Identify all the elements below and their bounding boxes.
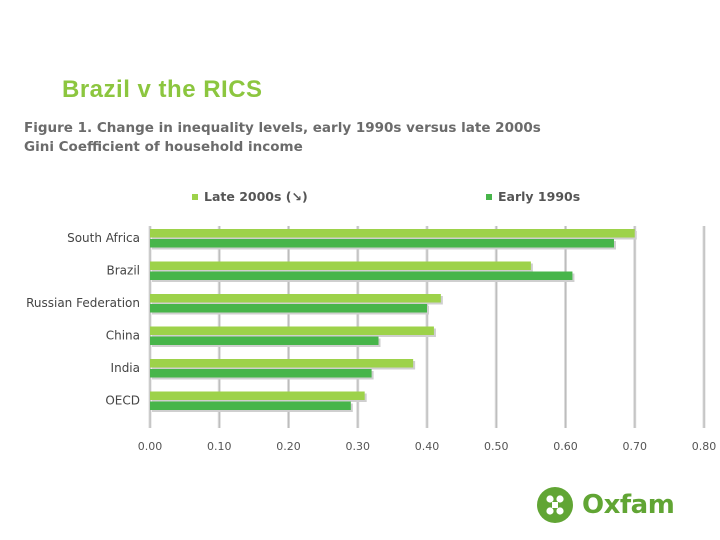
bar-early-1990s [150,336,379,345]
bar-early-1990s [150,369,372,378]
category-label: Brazil [107,264,141,278]
category-label: India [111,361,140,375]
bar-early-1990s [150,401,351,410]
gini-bar-chart: South Africa Brazil Russian Federation Chin… [26,189,717,453]
slide-title: Brazil v the RICS [62,76,263,103]
bar-late-2000s [150,359,414,368]
bar-early-1990s [150,239,614,248]
gridline [495,226,497,428]
category-label: Russian Federation [26,296,140,310]
x-tick-label: 0.60 [553,440,578,453]
x-tick-label: 0.00 [138,440,163,453]
x-tick-label: 0.70 [623,440,648,453]
legend-swatch [486,194,492,200]
bar-early-1990s [150,304,427,313]
x-tick-label: 0.80 [692,440,717,453]
legend-swatch [192,194,198,200]
bar-late-2000s [150,294,441,303]
x-tick-label: 0.40 [415,440,440,453]
legend-label: Late 2000s (↘) [204,189,308,204]
bar-late-2000s [150,391,365,400]
bar-late-2000s [150,261,531,270]
gridline [703,226,705,428]
oxfam-wordmark: Oxfam [582,490,675,520]
figure-subtitle: Gini Coefficient of household income [24,139,303,155]
x-tick-label: 0.50 [484,440,509,453]
x-tick-label: 0.20 [276,440,301,453]
oxfam-logo-icon [537,487,573,523]
bar-late-2000s [150,326,434,335]
bar-late-2000s [150,229,635,238]
x-tick-label: 0.10 [207,440,232,453]
category-label: South Africa [67,231,140,245]
gridline [565,226,567,428]
bar-early-1990s [150,271,573,280]
x-tick-label: 0.30 [346,440,371,453]
figure-caption: Figure 1. Change in inequality levels, e… [24,119,541,157]
gridline [634,226,636,428]
oxfam-logo: Oxfam [536,486,675,524]
category-label: OECD [105,394,140,408]
figure-title: Figure 1. Change in inequality levels, e… [24,120,541,136]
category-label: China [106,329,140,343]
legend-label: Early 1990s [498,189,580,204]
